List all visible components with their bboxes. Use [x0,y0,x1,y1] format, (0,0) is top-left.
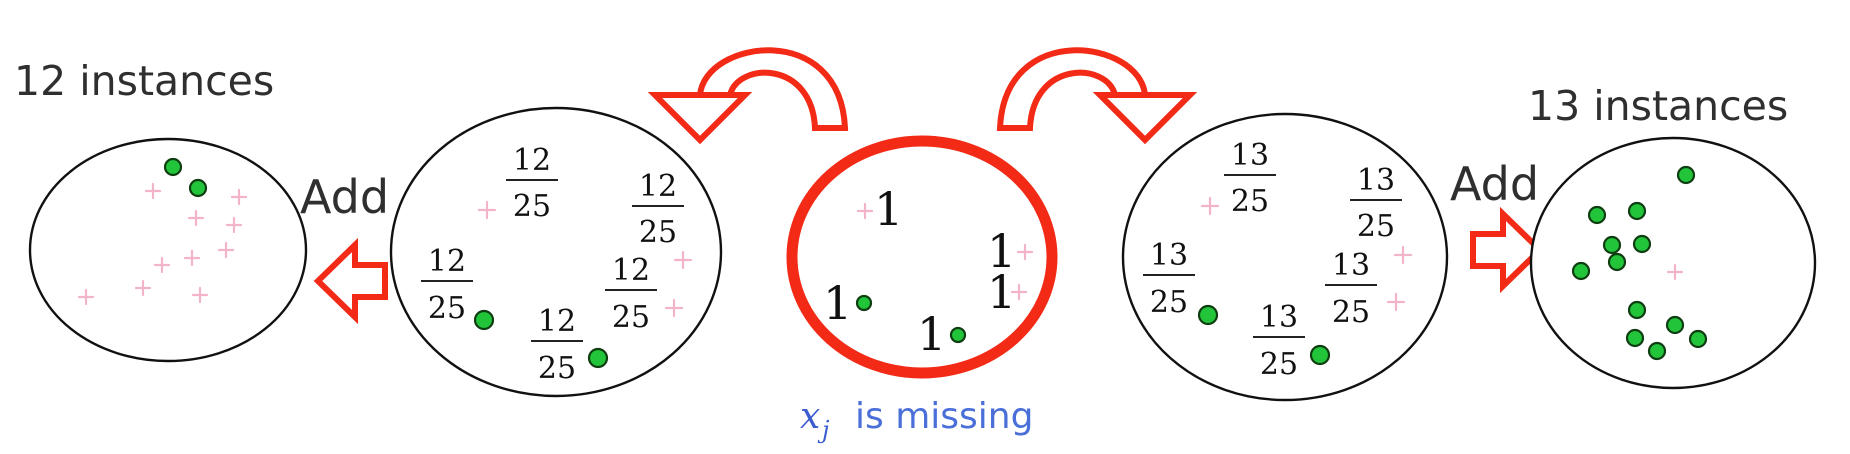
negative-dot [1627,300,1647,320]
weight-fraction: 13 25 [1143,238,1195,320]
svg-text:25: 25 [1332,295,1370,330]
weight-fraction: 12 25 [605,253,657,335]
negative-dot [1197,304,1219,326]
right-result-markers [1571,165,1708,361]
positive-plus [183,249,201,267]
weight-fraction: 13 25 [1350,163,1402,244]
svg-text:12: 12 [538,304,576,339]
left-result-oval [28,137,308,363]
left-result-markers [77,157,248,306]
weight-fraction: 12 25 [421,244,473,326]
negative-dot [1607,252,1627,272]
weight-fraction: 12 25 [506,143,558,224]
curved-arrow-right-icon [996,47,1198,145]
negative-dot [1602,235,1622,255]
weight-fraction: 13 25 [1325,248,1377,330]
block-arrow-right-icon [1470,206,1545,294]
negative-dot [473,309,495,331]
left-instances-label: 12 instances [14,57,274,105]
positive-plus [664,298,684,318]
center-weight: 1 [917,307,946,361]
negative-dot [1571,261,1591,281]
left-weighted-markers [473,200,693,369]
positive-plus [230,188,248,206]
svg-text:13: 13 [1231,138,1269,173]
negative-dot [1676,165,1696,185]
svg-text:13: 13 [1357,163,1395,198]
add-label-right: Add [1450,157,1539,211]
weight-fraction: 13 25 [1253,300,1305,382]
svg-text:12: 12 [612,253,650,288]
positive-plus [856,202,874,220]
positive-plus [1010,283,1028,301]
svg-text:25: 25 [639,215,677,250]
weight-fraction: 12 25 [632,169,684,250]
weight-fraction: 13 25 [1224,138,1276,219]
svg-text:12: 12 [513,143,551,178]
svg-text:x: x [800,396,820,437]
center-weight: 1 [823,276,852,330]
positive-plus [1666,263,1684,281]
negative-dot [188,178,208,198]
negative-dot [1625,328,1645,348]
curved-arrow-left-icon [647,47,849,145]
missing-caption: x j is missing [800,396,1033,444]
center-weight: 1 [874,182,903,236]
positive-plus [673,250,693,270]
center-weight: 1 [987,265,1016,319]
svg-text:13: 13 [1332,248,1370,283]
positive-plus [1016,243,1034,261]
positive-plus [477,200,497,220]
positive-plus [1200,196,1220,216]
svg-text:12: 12 [428,244,466,279]
positive-plus [153,256,171,274]
center-markers [855,202,1034,344]
right-result-oval [1529,136,1817,390]
right-instances-label: 13 instances [1528,82,1788,130]
negative-dot [163,157,183,177]
positive-plus [1393,245,1413,265]
positive-plus [134,279,152,297]
svg-text:25: 25 [1357,209,1395,244]
negative-dot [1665,315,1685,335]
svg-text:25: 25 [612,300,650,335]
negative-dot [1688,329,1708,349]
svg-text:13: 13 [1150,238,1188,273]
negative-dot [1632,234,1652,254]
center-weight: 1 [987,224,1016,278]
svg-text:25: 25 [1231,184,1269,219]
left-weighted-oval [389,106,723,398]
negative-dot [949,326,967,344]
weight-fraction: 12 25 [531,304,583,386]
svg-text:12: 12 [639,169,677,204]
svg-text:25: 25 [513,189,551,224]
add-label-left: Add [300,170,389,224]
svg-text:25: 25 [428,291,466,326]
negative-dot [855,294,873,312]
positive-plus [77,288,95,306]
svg-text:25: 25 [1260,347,1298,382]
negative-dot [1309,344,1331,366]
positive-plus [187,209,205,227]
svg-text:13: 13 [1260,300,1298,335]
svg-text:is missing: is missing [855,396,1033,437]
negative-dot [587,347,609,369]
block-arrow-left-icon [313,237,388,325]
positive-plus [225,216,243,234]
right-weighted-markers [1197,196,1413,366]
negative-dot [1627,201,1647,221]
svg-text:25: 25 [1150,285,1188,320]
negative-dot [1647,341,1667,361]
positive-plus [1386,292,1406,312]
positive-plus [217,241,235,259]
negative-dot [1587,205,1607,225]
positive-plus [191,286,209,304]
positive-plus [144,182,162,200]
right-weighted-oval [1121,112,1449,402]
missing-value-oval [786,135,1058,379]
svg-text:25: 25 [538,351,576,386]
